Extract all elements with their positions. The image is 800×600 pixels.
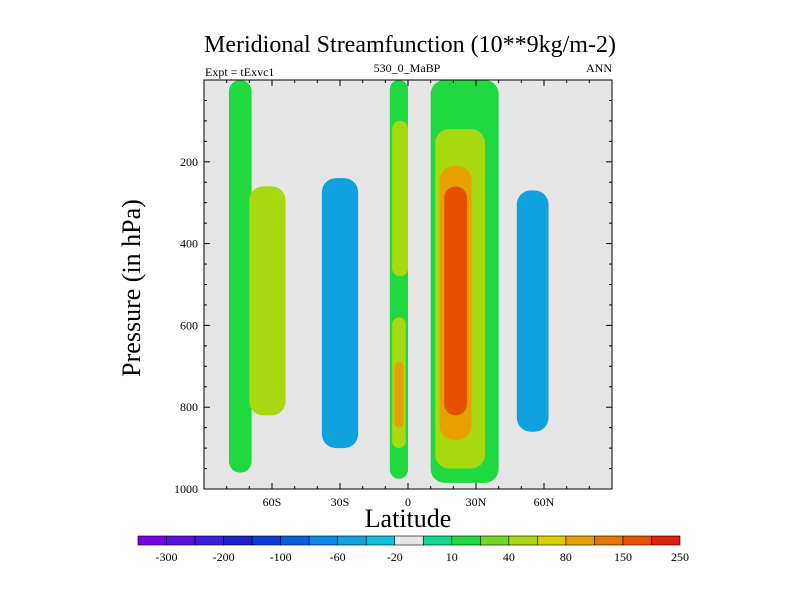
x-axis-ticks: 60S 30S 0 30N 60N	[203, 80, 613, 509]
colorbar-swatch	[565, 535, 595, 546]
contour-cell-14	[516, 190, 549, 432]
colorbar-label: -60	[330, 550, 346, 564]
colorbar-swatch	[508, 535, 538, 546]
x-tick-label: 30N	[466, 495, 487, 509]
colorbar-swatch	[194, 535, 224, 546]
colorbar-label: 10	[446, 550, 458, 564]
colorbar-label: -300	[156, 550, 178, 564]
x-axis-label: Latitude	[365, 504, 452, 533]
y-tick-label: 200	[180, 155, 198, 169]
colorbar-label: -20	[387, 550, 403, 564]
y-tick-label: 800	[180, 400, 198, 414]
x-tick-label: 30S	[331, 495, 350, 509]
x-tick-label: 0	[405, 495, 411, 509]
y-tick-label: 600	[180, 318, 198, 332]
colorbar-swatch	[480, 535, 510, 546]
y-axis-ticks: 200 400 600 800 1000	[174, 79, 612, 496]
colorbar-label: 150	[614, 550, 632, 564]
season-label: ANN	[586, 61, 612, 75]
colorbar-swatch	[137, 535, 167, 546]
colorbar-swatch	[451, 535, 481, 546]
contour-cell-8	[417, 390, 427, 440]
colorbar-swatch	[594, 535, 624, 546]
y-tick-label: 1000	[174, 482, 198, 496]
colorbar-swatch	[394, 535, 424, 546]
colorbar-label: 40	[503, 550, 515, 564]
colorbar-swatch	[537, 535, 567, 546]
contour-cell-0	[228, 80, 252, 473]
contour-fill-layer	[228, 80, 583, 483]
x-tick-label: 60N	[534, 495, 555, 509]
colorbar-label: -100	[270, 550, 292, 564]
colorbar-label: 250	[671, 550, 689, 564]
contour-cell-7	[394, 362, 404, 428]
colorbar-swatch	[280, 535, 310, 546]
colorbar-swatch	[251, 535, 281, 546]
contour-cell-1	[249, 186, 286, 416]
x-tick-label: 60S	[263, 495, 282, 509]
colorbar-swatch	[308, 535, 338, 546]
contour-cell-3	[321, 178, 359, 449]
chart-title: Meridional Streamfunction (10**9kg/m-2)	[204, 32, 616, 58]
colorbar-swatch	[651, 535, 681, 546]
colorbar-labels: -300 -200 -100 -60 -20 10 40 80 150 250	[156, 550, 689, 564]
contour-cell-5	[392, 120, 408, 277]
period-label: 530_0_MaBP	[374, 61, 441, 75]
colorbar-swatch	[422, 535, 453, 546]
colorbar-swatch	[223, 535, 253, 546]
y-tick-label: 400	[180, 237, 198, 251]
colorbar	[137, 535, 681, 546]
experiment-label: Expt = tExvc1	[205, 65, 274, 79]
colorbar-label: -200	[213, 550, 235, 564]
contour-cell-12	[444, 186, 467, 416]
colorbar-swatch	[166, 535, 196, 546]
colorbar-swatch	[365, 535, 396, 546]
colorbar-swatch	[622, 535, 652, 546]
colorbar-swatch	[337, 535, 367, 546]
y-axis-label: Pressure (in hPa)	[117, 199, 146, 377]
colorbar-label: 80	[560, 550, 572, 564]
